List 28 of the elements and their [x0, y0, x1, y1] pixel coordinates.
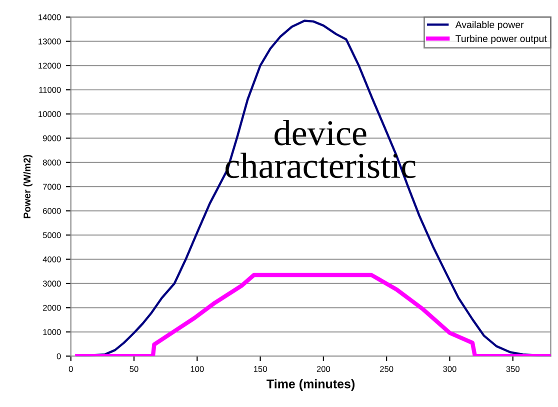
y-tick-label: 0	[56, 353, 61, 360]
x-tick-label: 100	[190, 366, 204, 372]
y-tick-label: 8000	[42, 160, 61, 166]
y-tick-label: 10000	[38, 111, 61, 118]
y-tick-label: 4000	[42, 256, 61, 262]
y-tick-label: 12000	[38, 62, 61, 69]
y-tick-label: 1000	[43, 329, 61, 336]
x-tick-label: 250	[380, 366, 394, 372]
x-tick-label: 350	[506, 366, 520, 372]
y-tick-label: 7000	[43, 184, 61, 190]
y-tick-label: 13000	[38, 38, 61, 44]
y-axis-title: Power (W/m2)	[23, 154, 32, 218]
x-tick-label: 300	[443, 366, 456, 372]
x-tick-label: 0	[68, 366, 73, 372]
x-tick-label: 50	[130, 366, 138, 372]
y-tick-label: 14000	[38, 14, 61, 20]
legend-label: Available power	[455, 20, 524, 30]
line-series	[75, 272, 551, 356]
y-tick-label: 2000	[43, 304, 61, 311]
legend-label: Turbine power output	[456, 34, 547, 44]
y-tick-label: 6000	[43, 208, 61, 214]
y-tick-label: 9000	[43, 135, 61, 142]
y-tick-label: 5000	[42, 232, 61, 238]
y-tick-label: 3000	[42, 280, 61, 287]
x-tick-label: 150	[254, 366, 267, 372]
y-tick-label: 11000	[39, 86, 61, 93]
x-tick-label: 200	[316, 366, 330, 372]
x-axis-title: Time (minutes)	[266, 379, 355, 391]
